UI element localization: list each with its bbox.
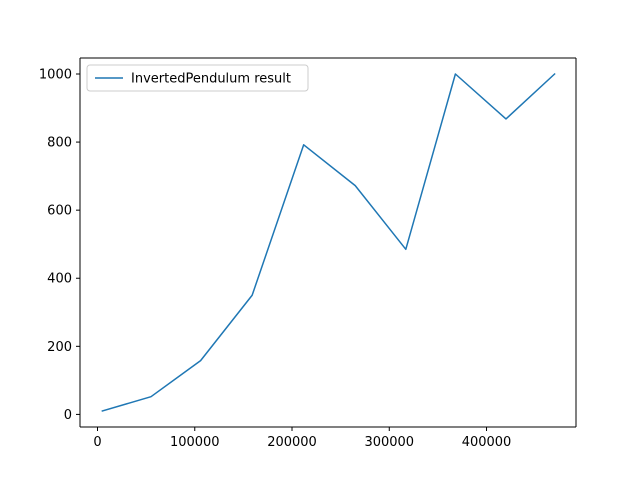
x-tick-label: 400000 xyxy=(462,435,512,450)
y-tick-label: 0 xyxy=(64,408,72,423)
x-tick-label: 0 xyxy=(93,435,101,450)
series-line xyxy=(101,72,556,412)
x-tick-label: 100000 xyxy=(170,435,220,450)
y-tick-label: 400 xyxy=(47,272,72,287)
plot-area xyxy=(80,58,576,427)
axes-layer: 0 100000 200000 300000 400000 0 200 400 600 800 10… xyxy=(39,57,577,450)
x-tick-label: 200000 xyxy=(267,435,317,450)
series-layer xyxy=(101,72,556,412)
y-tick-label: 200 xyxy=(47,340,72,355)
legend-label: InvertedPendulum result xyxy=(131,72,291,87)
legend: InvertedPendulum result xyxy=(86,64,309,92)
legend-box xyxy=(86,64,309,92)
y-tick-label: 1000 xyxy=(39,67,72,82)
x-tick-label: 300000 xyxy=(364,435,414,450)
y-tick-label: 800 xyxy=(47,136,72,151)
y-tick-label: 600 xyxy=(47,204,72,219)
